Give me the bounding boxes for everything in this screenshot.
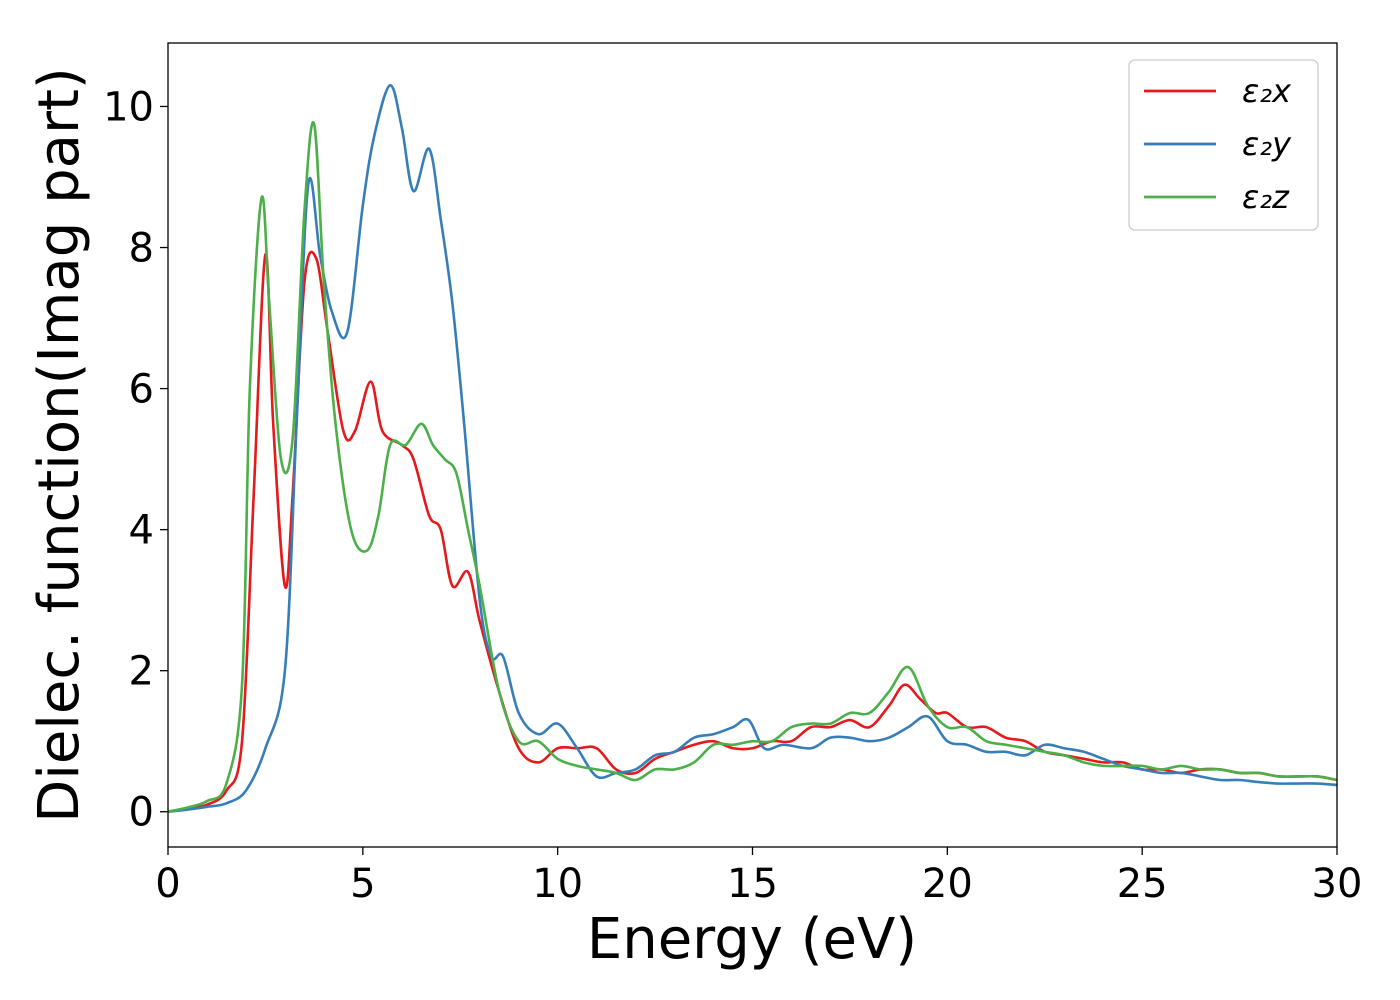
legend-label-1: ε₂x: [1242, 72, 1292, 110]
x-tick-label: 20: [922, 861, 973, 907]
x-tick-label: 30: [1312, 861, 1363, 907]
legend-box: [1128, 59, 1319, 231]
legend-label-3: ε₂z: [1242, 178, 1290, 216]
x-tick-label: 15: [727, 861, 778, 907]
x-tick-label: 5: [350, 861, 375, 907]
x-axis: 0 5 10 15 20 25 30: [155, 847, 1362, 907]
y-tick-label: 6: [129, 367, 154, 413]
x-tick-label: 25: [1117, 861, 1168, 907]
x-axis-title: Energy (eV): [587, 907, 917, 972]
y-tick-label: 8: [129, 226, 154, 272]
y-axis: 0 2 4 6 8 10: [103, 84, 168, 836]
series-line-3: [168, 121, 1337, 814]
legend: ε₂x ε₂y ε₂z: [1128, 59, 1319, 231]
y-tick-label: 0: [129, 790, 154, 836]
y-tick-label: 4: [129, 508, 154, 554]
y-tick-label: 10: [103, 84, 154, 130]
legend-label-2: ε₂y: [1242, 125, 1292, 163]
x-tick-label: 0: [155, 861, 180, 907]
series-group: [168, 84, 1337, 814]
y-tick-label: 2: [129, 649, 154, 695]
x-tick-label: 10: [532, 861, 583, 907]
y-axis-title: Dielec. function(Imag part): [27, 67, 92, 823]
